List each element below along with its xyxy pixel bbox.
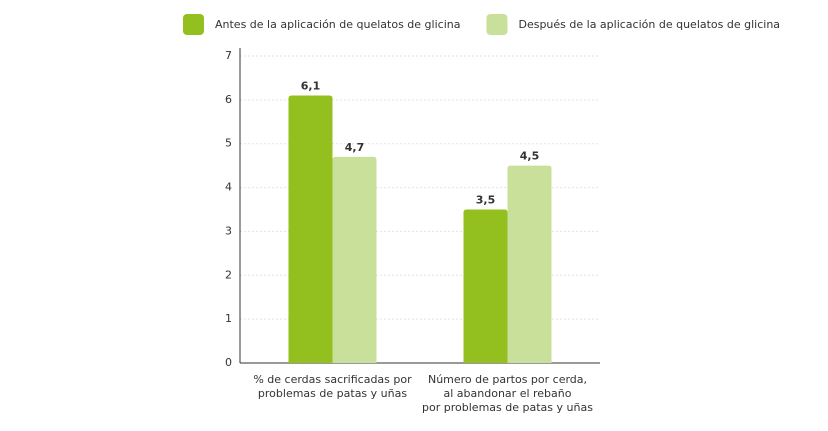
x-tick-label: Número de partos por cerda, al abandonar… [422, 373, 593, 414]
bar [332, 156, 377, 363]
legend-swatch [486, 14, 508, 35]
bar [288, 95, 333, 363]
y-tick-label: 4 [225, 181, 232, 194]
value-label: 4,7 [345, 141, 365, 154]
value-label: 6,1 [301, 79, 321, 92]
y-tick-label: 7 [225, 49, 232, 62]
y-tick-label: 2 [225, 268, 232, 281]
legend-label: Después de la aplicación de quelatos de … [518, 18, 780, 31]
x-tick-label: % de cerdas sacrificadas por problemas d… [253, 373, 412, 400]
legend-swatch [183, 14, 204, 35]
y-tick-label: 1 [225, 312, 232, 325]
bar [507, 165, 552, 363]
value-label: 4,5 [520, 150, 540, 163]
legend-label: Antes de la aplicación de quelatos de gl… [215, 18, 460, 31]
y-tick-label: 5 [225, 137, 232, 150]
y-tick-label: 6 [225, 93, 232, 106]
value-label: 3,5 [476, 194, 496, 207]
y-tick-label: 3 [225, 224, 232, 237]
y-tick-label: 0 [225, 356, 232, 369]
bar [463, 209, 508, 363]
